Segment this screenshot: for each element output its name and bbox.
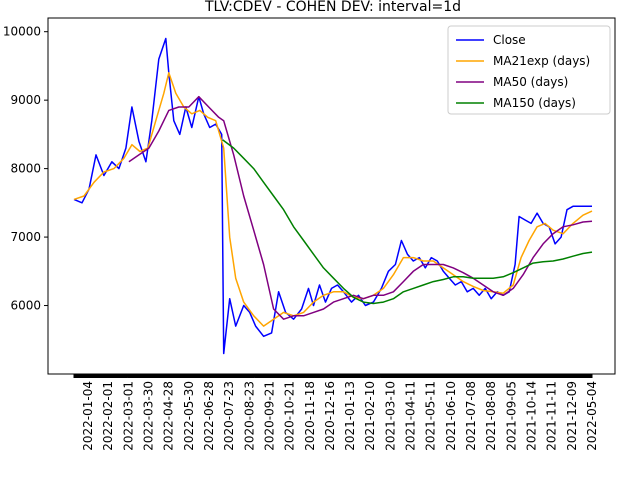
x-tick-label: 2022-05-04 [585,381,599,451]
x-tick-label: 2020-10-21 [283,381,297,451]
y-tick-label: 6000 [10,299,41,313]
series-layer [73,37,593,355]
y-tick-label: 10000 [3,25,41,39]
x-tick-label: 2021-09-05 [504,381,518,451]
series-line-2 [128,95,593,320]
x-tick-label: 2021-01-13 [343,381,357,451]
x-tick-label: 2021-05-11 [424,381,438,451]
x-tick-label: 2022-04-28 [162,381,176,451]
series-line-1 [73,72,593,327]
y-tick-label: 8000 [10,162,41,176]
x-tick-label: 2021-10-14 [525,381,539,451]
chart-title: TLV:CDEV - COHEN DEV: interval=1d [204,0,461,15]
x-tick-label: 2020-09-21 [262,381,276,451]
x-tick-label: 2020-11-18 [303,381,317,451]
x-tick-label: 2022-06-28 [202,381,216,451]
x-tick-label: 2021-02-10 [363,381,377,451]
x-tick-label: 2021-08-08 [484,381,498,451]
legend: Close MA21exp (days) MA50 (days) MA150 (day… [447,25,611,115]
x-tick-label: 2021-12-09 [565,381,579,451]
legend-box [447,25,611,115]
x-ticks [73,374,593,378]
x-tick-label: 2021-06-10 [444,381,458,451]
x-tick-label: 2020-07-23 [222,381,236,451]
legend-label-2: MA50 (days) [493,75,568,89]
x-tick-label: 2022-01-04 [81,381,95,451]
axes-layer: 6000 7000 8000 9000 10000 2022-01-04 2022-02-0… [3,17,616,451]
legend-label-3: MA150 (days) [493,96,576,110]
x-tick-label: 2021-11-11 [545,381,559,451]
x-tick-label: 2021-03-10 [383,381,397,451]
x-tick-label: 2020-12-16 [323,381,337,451]
y-tick-label: 7000 [10,230,41,244]
x-tick-label: 2022-03-30 [142,381,156,451]
x-tick-label: 2022-02-01 [101,381,115,451]
y-tick-label: 9000 [10,93,41,107]
legend-label-0: Close [493,33,526,47]
x-tick-label: 2021-04-11 [404,381,418,451]
series-line-3 [222,139,593,305]
x-tick-label: 2022-05-30 [182,381,196,451]
x-tick-label: 2022-03-01 [121,381,135,451]
x-tick-label: 2020-08-23 [242,381,256,451]
legend-label-1: MA21exp (days) [493,54,590,68]
x-tick-label: 2021-07-08 [464,381,478,451]
